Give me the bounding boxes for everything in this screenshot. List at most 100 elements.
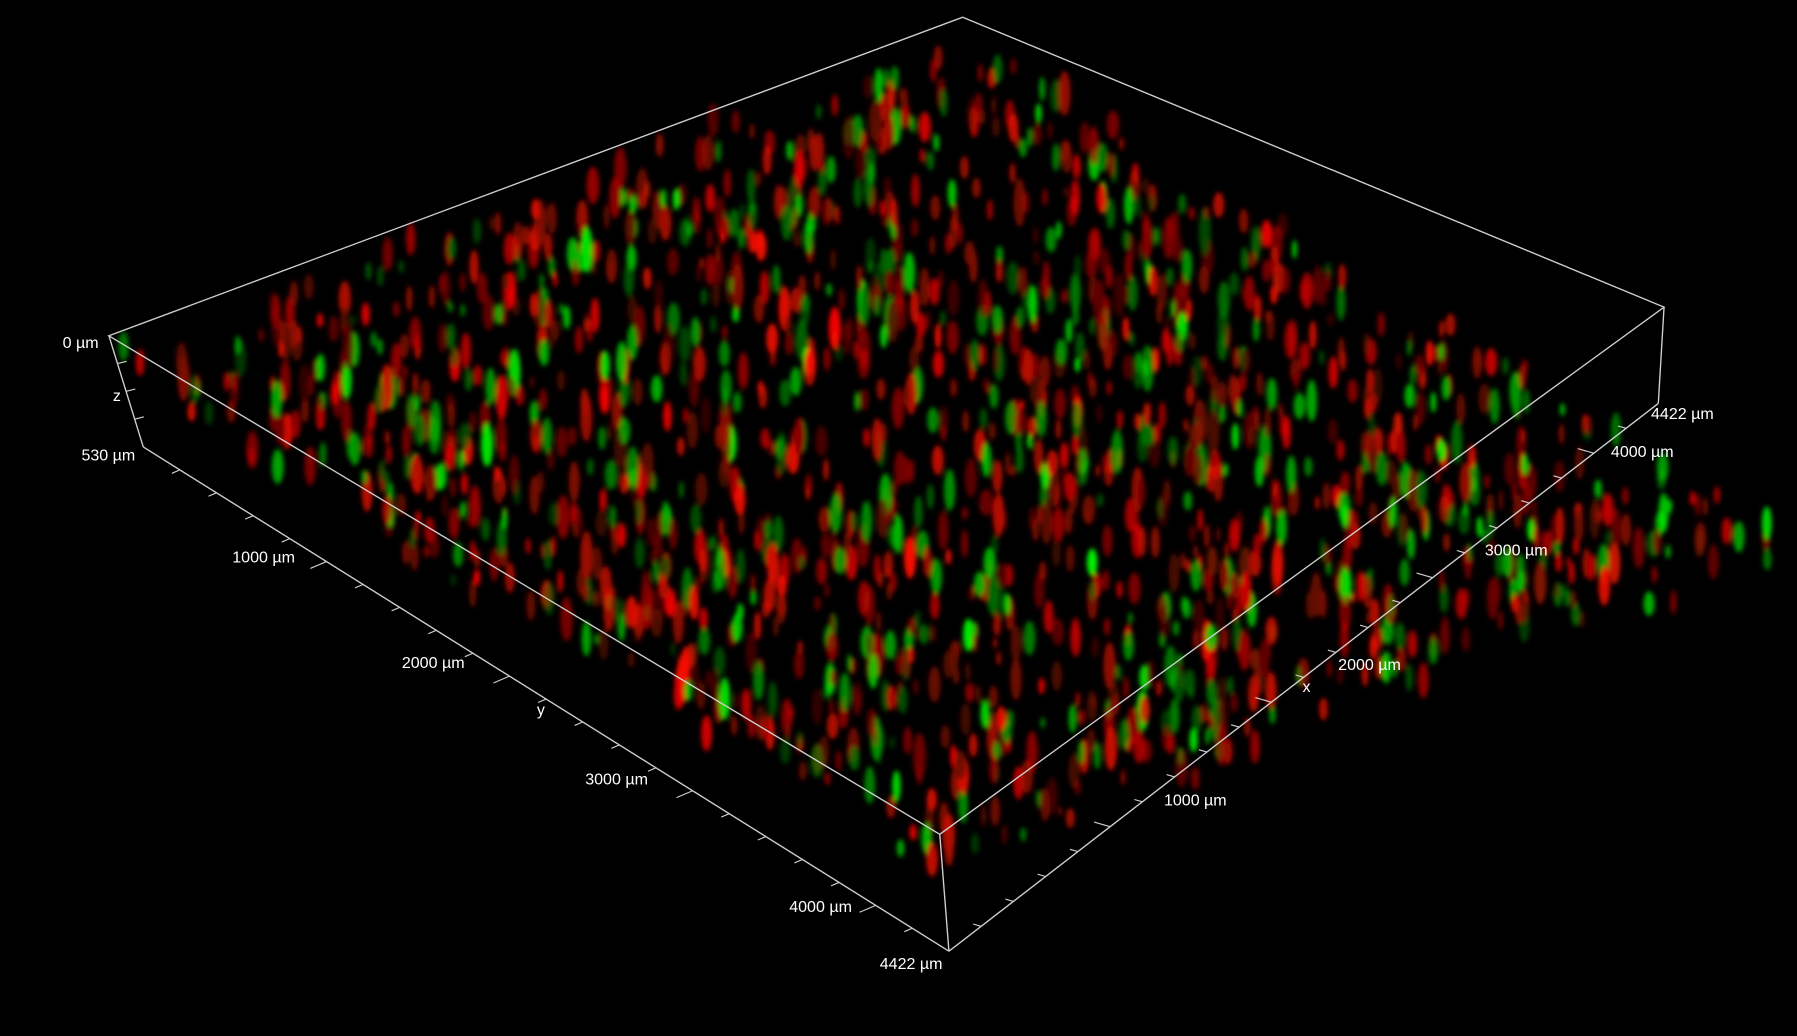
cell bbox=[591, 546, 603, 580]
cell bbox=[1432, 344, 1439, 363]
cell bbox=[571, 468, 581, 492]
tick bbox=[134, 416, 144, 420]
cell bbox=[1185, 558, 1191, 573]
cell bbox=[775, 431, 787, 475]
x-label: 2000 µm bbox=[1338, 656, 1401, 674]
cell bbox=[909, 115, 916, 133]
cell bbox=[550, 319, 560, 342]
cell bbox=[1055, 418, 1062, 440]
cell bbox=[1009, 465, 1015, 477]
cell bbox=[469, 485, 481, 528]
cell bbox=[1085, 248, 1098, 279]
cell bbox=[995, 245, 1004, 266]
cell bbox=[1142, 177, 1150, 195]
cell bbox=[1229, 572, 1241, 599]
cell bbox=[990, 534, 999, 555]
cell bbox=[992, 54, 1003, 84]
cell bbox=[1178, 193, 1187, 214]
cell bbox=[1478, 383, 1491, 414]
cell bbox=[1262, 259, 1272, 283]
cell bbox=[1086, 548, 1098, 577]
cell bbox=[1210, 374, 1220, 404]
cell bbox=[1553, 460, 1566, 493]
cell bbox=[1027, 416, 1037, 438]
cell bbox=[1461, 627, 1471, 652]
cell bbox=[1502, 547, 1513, 578]
cell bbox=[892, 479, 898, 496]
cell bbox=[721, 325, 728, 340]
cell bbox=[489, 547, 500, 582]
cell bbox=[883, 68, 890, 88]
cell bbox=[246, 430, 259, 470]
tick bbox=[830, 881, 840, 887]
tick bbox=[1166, 774, 1175, 778]
cell bbox=[522, 225, 529, 245]
cell bbox=[1098, 247, 1111, 275]
cell bbox=[560, 596, 573, 642]
cell bbox=[996, 706, 1007, 731]
cell bbox=[785, 721, 792, 742]
cell bbox=[1406, 339, 1412, 356]
cell bbox=[1189, 206, 1195, 220]
tick bbox=[1093, 821, 1111, 828]
cell bbox=[1078, 709, 1085, 725]
cell bbox=[951, 203, 959, 232]
cell bbox=[950, 378, 958, 397]
cell bbox=[930, 591, 940, 620]
tick bbox=[647, 767, 657, 772]
cell bbox=[1188, 423, 1200, 453]
cell bbox=[1143, 360, 1149, 377]
cell bbox=[278, 341, 285, 358]
cell bbox=[824, 583, 830, 598]
cell bbox=[1021, 291, 1029, 309]
cell bbox=[1271, 478, 1278, 499]
cell bbox=[754, 704, 767, 742]
cell bbox=[894, 264, 905, 299]
cell bbox=[686, 410, 699, 450]
cell bbox=[636, 167, 649, 210]
cell bbox=[845, 316, 854, 342]
cell bbox=[548, 256, 556, 277]
cell bbox=[952, 667, 960, 685]
cell bbox=[1051, 535, 1061, 568]
cell bbox=[627, 651, 635, 668]
cell bbox=[754, 529, 760, 551]
cell bbox=[459, 422, 471, 450]
cell bbox=[759, 270, 770, 305]
cell bbox=[1391, 472, 1402, 501]
cell bbox=[1116, 410, 1123, 429]
cell bbox=[594, 633, 599, 645]
cell bbox=[464, 368, 472, 392]
cell bbox=[1269, 704, 1276, 725]
cell bbox=[961, 506, 968, 520]
cell bbox=[1559, 403, 1566, 416]
cell bbox=[1376, 451, 1388, 486]
cell bbox=[1128, 612, 1133, 624]
tick bbox=[125, 388, 136, 392]
cell bbox=[1550, 514, 1559, 545]
cell bbox=[1131, 522, 1144, 559]
cell bbox=[753, 661, 764, 701]
cell bbox=[525, 537, 531, 555]
cell bbox=[660, 188, 667, 212]
cell bbox=[620, 188, 627, 207]
cell bbox=[460, 501, 466, 519]
cell bbox=[784, 315, 792, 337]
cell bbox=[757, 380, 764, 396]
cell bbox=[989, 755, 999, 784]
cell bbox=[982, 489, 994, 516]
cell bbox=[1185, 384, 1195, 406]
cell bbox=[1052, 143, 1060, 172]
cell bbox=[1527, 518, 1535, 541]
cell bbox=[1156, 274, 1167, 310]
cell bbox=[1713, 486, 1721, 504]
cell bbox=[1101, 570, 1110, 591]
cell bbox=[871, 417, 883, 461]
cell bbox=[1013, 178, 1026, 227]
cell bbox=[978, 108, 986, 125]
cell bbox=[1670, 589, 1677, 615]
cell bbox=[1230, 692, 1238, 713]
cell bbox=[1162, 216, 1174, 260]
cell bbox=[1019, 399, 1025, 411]
cell bbox=[861, 500, 873, 543]
